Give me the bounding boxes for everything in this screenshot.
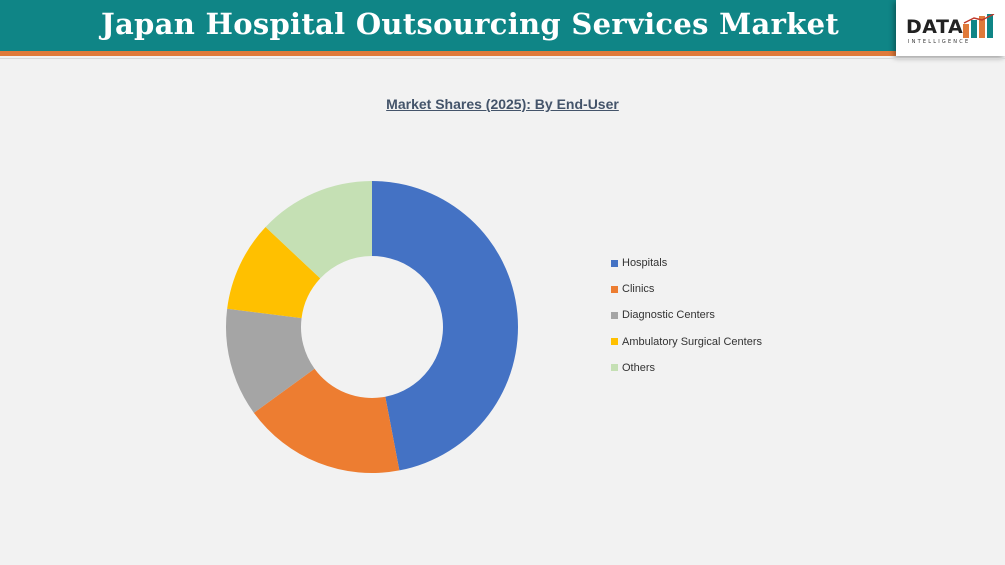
donut-slice-ambulatory-surgical-centers: [227, 227, 321, 319]
donut-slice-diagnostic-centers: [226, 308, 315, 413]
legend-item-hospitals: Hospitals: [611, 250, 762, 276]
logo-subtext: INTELLIGENCE: [908, 39, 971, 45]
logo-bars-icon: [963, 14, 995, 38]
header-bar: Japan Hospital Outsourcing Services Mark…: [0, 0, 896, 56]
chart-title: Market Shares (2025): By End-User: [386, 96, 619, 112]
legend-swatch: [611, 285, 618, 293]
legend-swatch: [611, 259, 618, 267]
legend-item-others: Others: [611, 355, 762, 381]
legend-label: Diagnostic Centers: [622, 309, 715, 322]
donut-slice-clinics: [253, 368, 400, 473]
legend-label: Ambulatory Surgical Centers: [622, 335, 763, 348]
legend-swatch: [611, 364, 618, 372]
legend-item-diagnostic-centers: Diagnostic Centers: [611, 302, 762, 328]
logo-wordmark: DATA: [906, 16, 964, 38]
legend-item-clinics: Clinics: [611, 276, 762, 302]
legend-label: Hospitals: [622, 257, 668, 270]
chart-legend: Hospitals Clinics Diagnostic Centers Ambula…: [611, 250, 762, 381]
page-title: Japan Hospital Outsourcing Services Mark…: [100, 7, 840, 41]
legend-swatch: [611, 338, 618, 346]
legend-swatch: [611, 311, 618, 319]
legend-item-ambulatory-surgical-centers: Ambulatory Surgical Centers: [611, 329, 762, 355]
legend-label: Clinics: [622, 283, 655, 296]
legend-label: Others: [622, 361, 656, 374]
donut-slice-others: [265, 181, 372, 279]
brand-logo: DATA INTELLIGENCE: [896, 0, 1005, 56]
donut-slice-hospitals: [372, 181, 518, 471]
divider: [0, 58, 1005, 59]
